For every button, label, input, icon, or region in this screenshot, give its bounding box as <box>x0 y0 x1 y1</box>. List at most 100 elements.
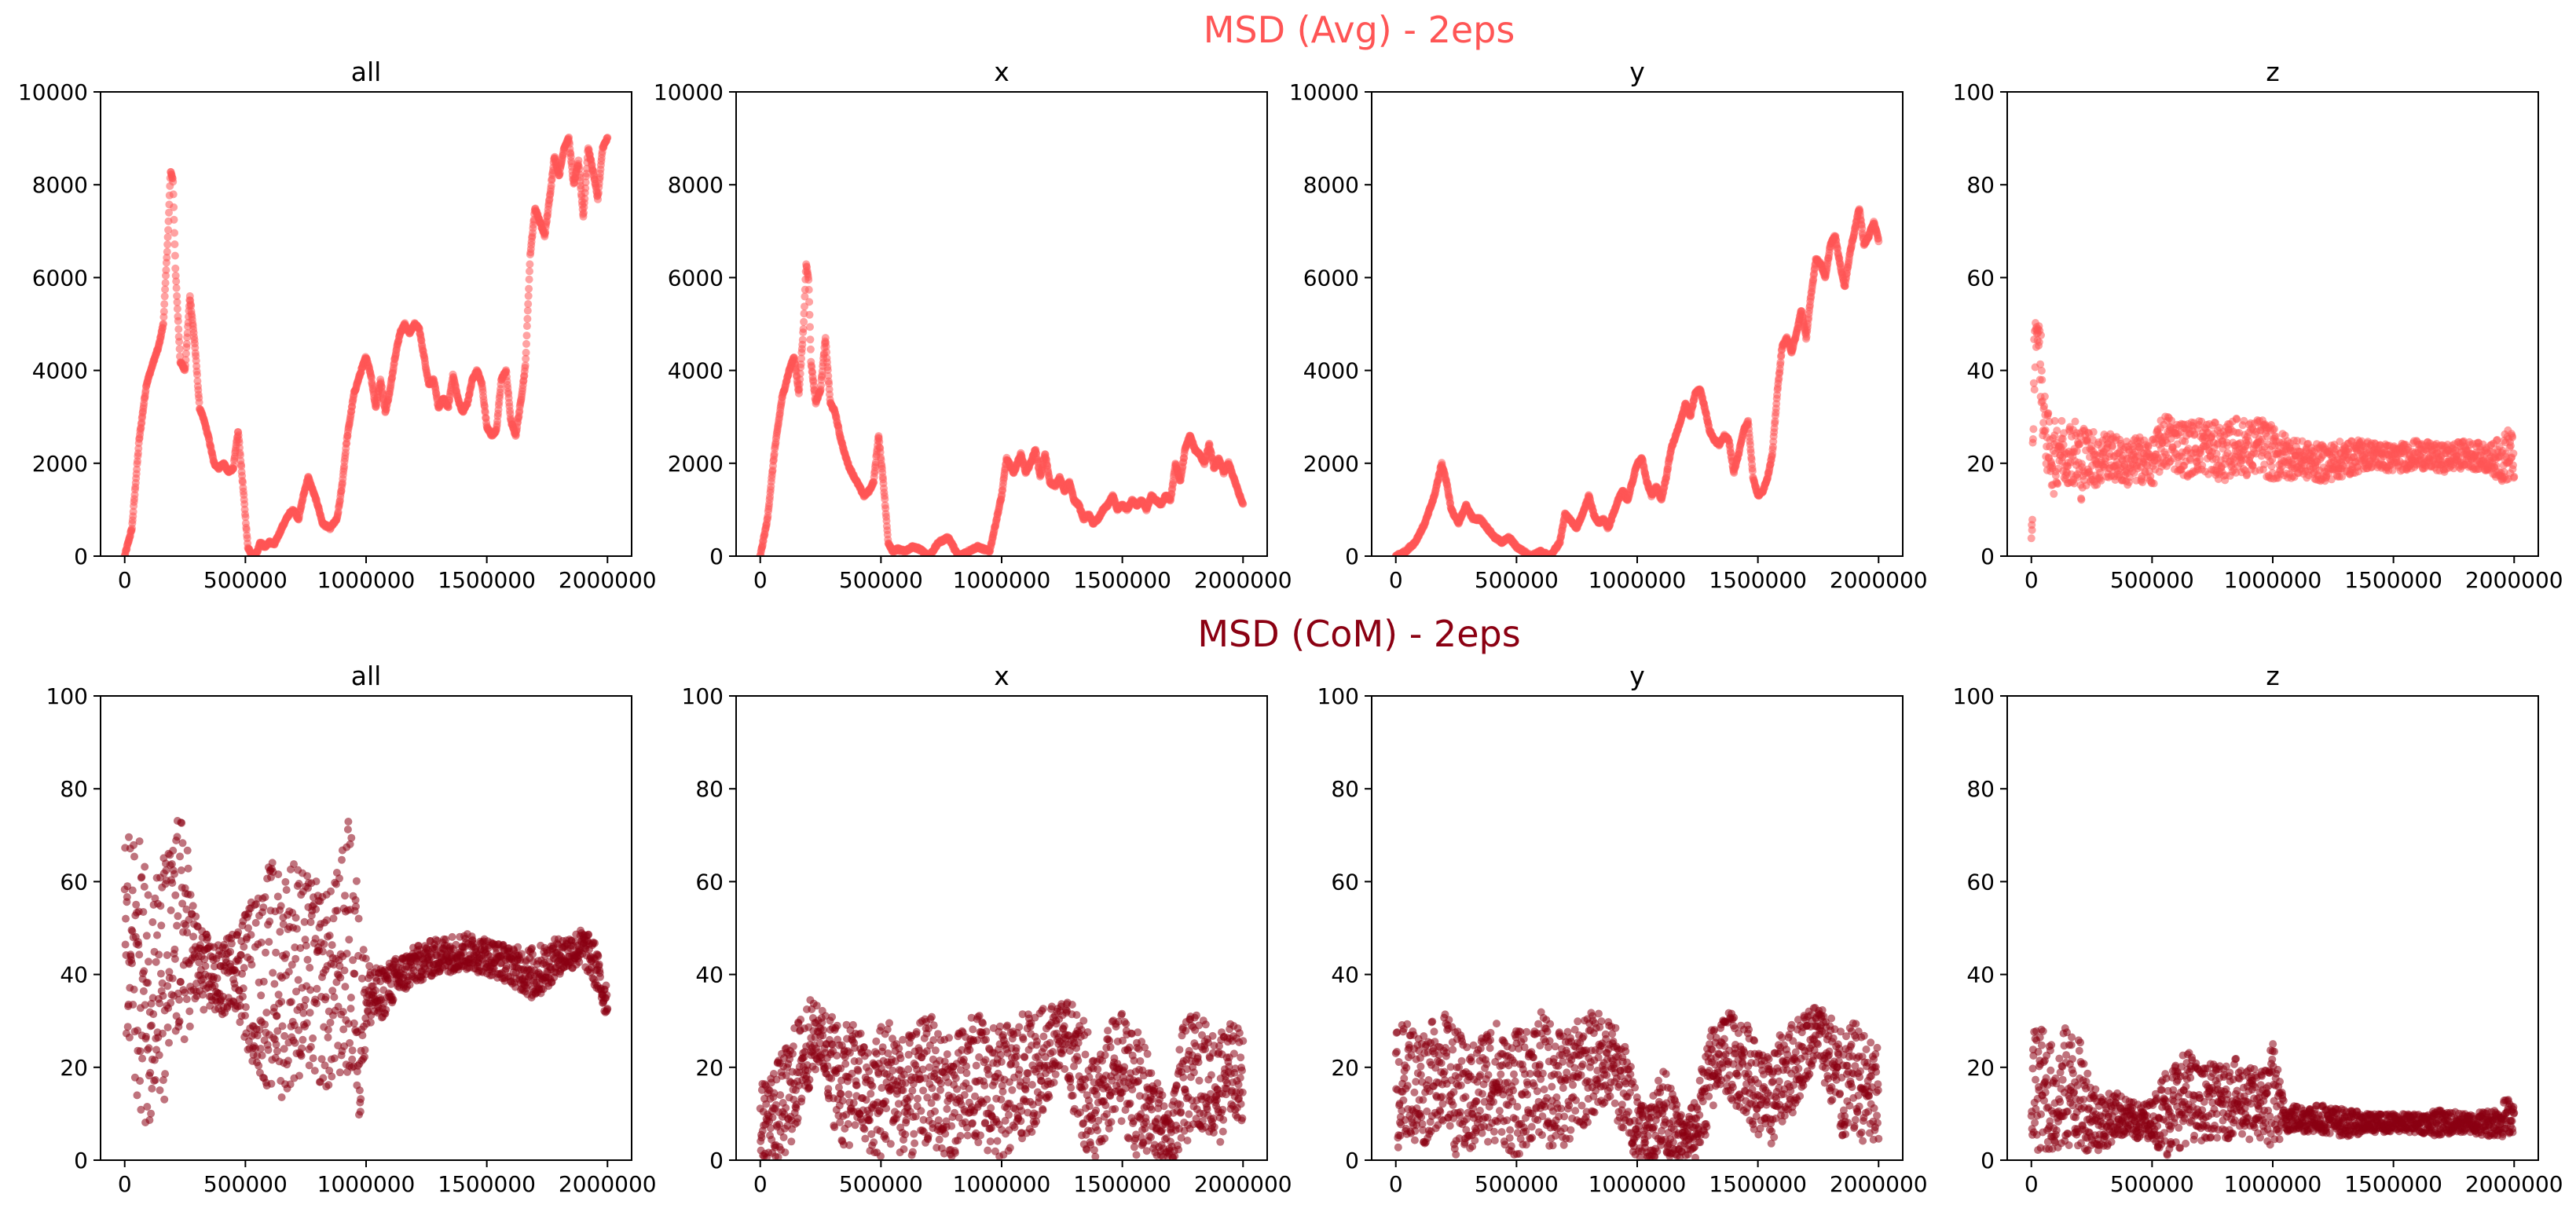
data-point <box>805 310 814 319</box>
x-tick-label: 500000 <box>203 567 288 593</box>
data-point <box>2037 367 2046 375</box>
data-point <box>800 317 808 326</box>
data-point <box>2167 416 2176 425</box>
data-point <box>173 298 181 306</box>
data-points <box>120 134 612 556</box>
x-tick-label: 500000 <box>839 567 923 593</box>
data-point <box>2109 442 2116 451</box>
data-point <box>160 300 169 309</box>
data-point <box>171 264 180 273</box>
y-tick-label: 2000 <box>32 451 88 477</box>
data-point <box>2089 428 2098 436</box>
y-tick-label: 0 <box>74 544 88 569</box>
data-point <box>192 357 200 365</box>
data-points <box>756 260 1248 556</box>
subplot-title: y <box>1629 57 1645 87</box>
y-tick-label: 10000 <box>654 79 724 105</box>
data-point <box>183 329 192 338</box>
data-point <box>525 284 533 293</box>
data-point <box>174 317 182 325</box>
data-point <box>2053 427 2061 435</box>
data-point <box>525 275 533 284</box>
data-point <box>169 190 178 199</box>
data-point <box>160 292 169 301</box>
data-point <box>2071 417 2079 426</box>
x-tick-label: 0 <box>118 567 132 593</box>
subplot-avg-x: x0 500000 1000000 1500000 200000002000400060… <box>654 57 1292 593</box>
x-tick-label: 1500000 <box>1709 567 1807 593</box>
data-point <box>875 438 884 446</box>
data-point <box>804 276 813 284</box>
y-tick-label: 6000 <box>1303 265 1359 291</box>
data-point <box>574 156 583 165</box>
data-point <box>161 285 170 294</box>
data-point <box>2070 479 2079 488</box>
data-point <box>161 279 170 287</box>
data-point <box>236 451 244 460</box>
data-point <box>2039 419 2048 427</box>
x-tick-label: 2000000 <box>559 567 657 593</box>
data-point <box>2196 455 2204 463</box>
data-point <box>2212 449 2221 458</box>
data-point <box>174 325 183 334</box>
data-point <box>2028 515 2036 524</box>
data-point <box>2059 441 2068 449</box>
data-point <box>522 339 530 348</box>
row-title-com: MSD (CoM) - 2eps <box>1197 613 1520 655</box>
data-point <box>170 251 179 260</box>
data-point <box>2040 392 2049 401</box>
data-point <box>805 298 814 306</box>
data-point <box>2076 440 2084 449</box>
y-tick-label: 8000 <box>32 172 88 198</box>
data-point <box>175 345 184 353</box>
data-point <box>159 307 168 316</box>
data-point <box>193 371 201 379</box>
x-tick-label: 1000000 <box>1588 567 1687 593</box>
data-point <box>526 260 534 269</box>
data-point <box>804 285 813 294</box>
x-tick-label: 0 <box>753 567 768 593</box>
data-point <box>2072 447 2081 456</box>
data-point <box>825 379 834 388</box>
data-point <box>806 345 815 353</box>
data-point <box>176 352 184 361</box>
data-point <box>175 338 184 346</box>
data-point <box>522 331 531 340</box>
data-point <box>806 323 814 331</box>
data-point <box>170 203 178 211</box>
data-point <box>797 354 805 363</box>
data-point <box>2050 489 2058 498</box>
data-point <box>1748 467 1757 475</box>
data-point <box>1239 500 1248 508</box>
data-point <box>2038 375 2047 384</box>
data-point <box>823 366 832 375</box>
y-tick-label: 8000 <box>668 172 724 198</box>
data-point <box>798 335 807 344</box>
data-points <box>1391 205 1883 556</box>
data-point <box>2186 456 2194 464</box>
subplot-title: x <box>994 57 1010 87</box>
data-point <box>163 247 171 256</box>
y-tick-label: 4000 <box>668 358 724 384</box>
data-point <box>881 495 889 503</box>
data-point <box>2088 435 2097 444</box>
data-point <box>526 267 533 276</box>
data-point <box>524 300 533 308</box>
data-point <box>2029 425 2038 434</box>
y-tick-label: 10000 <box>18 79 88 105</box>
data-point <box>801 292 809 301</box>
y-tick-label: 10000 <box>1289 79 1359 105</box>
data-point <box>129 507 137 516</box>
data-point <box>1771 417 1779 426</box>
x-tick-label: 1500000 <box>438 567 536 593</box>
data-point <box>2270 425 2278 434</box>
y-tick-label: 6000 <box>668 265 724 291</box>
data-point <box>2263 432 2271 441</box>
data-point <box>2244 436 2252 445</box>
subplot-avg-z: z0 500000 1000000 1500000 200000002040608010… <box>1953 57 2563 593</box>
data-point <box>170 240 179 248</box>
data-point <box>159 320 167 328</box>
y-tick-label: 2000 <box>668 451 724 477</box>
data-point <box>2198 461 2207 470</box>
